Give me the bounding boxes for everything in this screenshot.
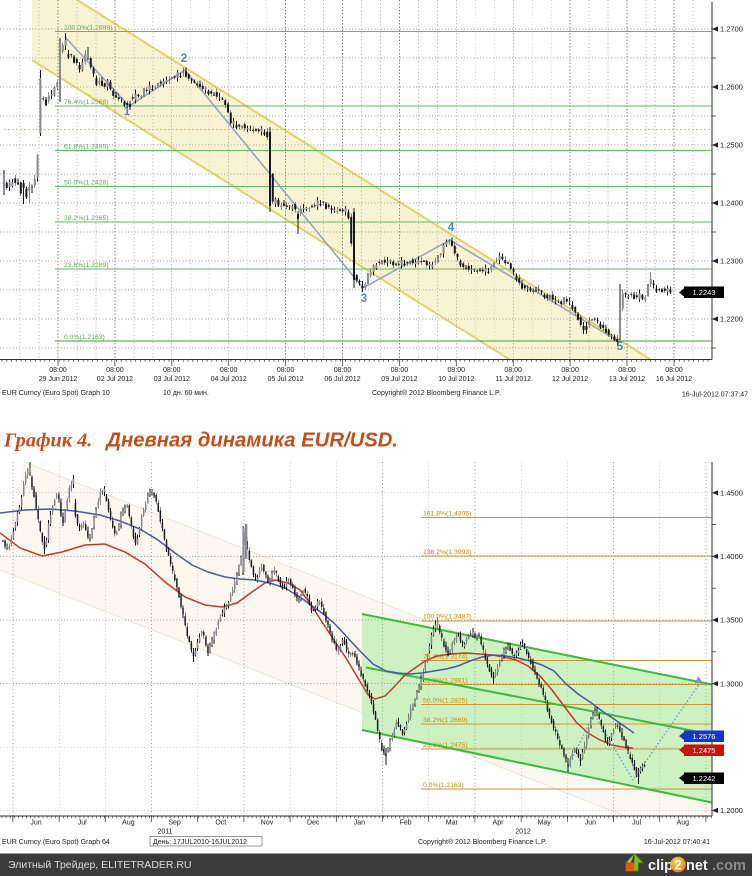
svg-text:08:00: 08:00 xyxy=(277,367,295,374)
svg-text:23.6%(1.2475): 23.6%(1.2475) xyxy=(423,742,468,749)
svg-text:Jul: Jul xyxy=(78,820,87,827)
svg-text:16-Jul-2012 07:40:41: 16-Jul-2012 07:40:41 xyxy=(644,839,710,846)
svg-text:08:00: 08:00 xyxy=(391,367,409,374)
svg-text:29 Jun 2012: 29 Jun 2012 xyxy=(39,376,78,383)
svg-text:161.8%(1.4305): 161.8%(1.4305) xyxy=(423,510,471,517)
svg-text:08:00: 08:00 xyxy=(334,367,352,374)
svg-text:05 Jul 2012: 05 Jul 2012 xyxy=(267,376,303,383)
svg-text:06 Jul 2012: 06 Jul 2012 xyxy=(324,376,360,383)
svg-text:.com: .com xyxy=(712,858,746,874)
svg-text:08:00: 08:00 xyxy=(561,367,579,374)
svg-text:13 Jul 2012: 13 Jul 2012 xyxy=(609,376,645,383)
svg-text:2012: 2012 xyxy=(515,829,531,836)
svg-text:50.0%(1.2825): 50.0%(1.2825) xyxy=(423,697,468,704)
svg-text:2: 2 xyxy=(181,53,187,65)
svg-text:EUR Curncy (Euro Spot) Graph 6: EUR Curncy (Euro Spot) Graph 64 xyxy=(2,839,110,846)
svg-text:1.3500: 1.3500 xyxy=(720,616,743,625)
svg-text:76.4%(1.3174): 76.4%(1.3174) xyxy=(423,653,468,660)
svg-text:1.4500: 1.4500 xyxy=(720,489,743,498)
svg-text:Copyright® 2012 Bloomberg Fina: Copyright® 2012 Bloomberg Finance L.P. xyxy=(418,838,547,846)
svg-text:38.2%(1.2669): 38.2%(1.2669) xyxy=(423,717,468,724)
svg-text:61.8%(1.2981): 61.8%(1.2981) xyxy=(423,677,468,684)
svg-text:EUR Curncy (Euro Spot) Graph 1: EUR Curncy (Euro Spot) Graph 10 xyxy=(2,390,110,397)
svg-text:Apr: Apr xyxy=(493,820,505,827)
svg-text:23.6%(1.2289): 23.6%(1.2289) xyxy=(64,262,109,269)
svg-text:5: 5 xyxy=(617,341,624,353)
svg-text:08:00: 08:00 xyxy=(504,367,522,374)
svg-text:03 Jul 2012: 03 Jul 2012 xyxy=(154,376,190,383)
svg-text:Jun: Jun xyxy=(30,820,41,827)
svg-text:2: 2 xyxy=(674,858,682,873)
svg-text:Mar: Mar xyxy=(446,820,459,827)
svg-text:0.0%(1.2163): 0.0%(1.2163) xyxy=(64,334,105,341)
svg-text:12 Jul 2012: 12 Jul 2012 xyxy=(552,376,588,383)
svg-text:02 Jul 2012: 02 Jul 2012 xyxy=(97,376,133,383)
svg-text:1.2500: 1.2500 xyxy=(720,141,743,150)
svg-text:1.2700: 1.2700 xyxy=(720,25,743,34)
svg-text:1.2000: 1.2000 xyxy=(720,806,743,815)
svg-text:May: May xyxy=(538,820,552,827)
svg-text:08:00: 08:00 xyxy=(163,367,181,374)
svg-text:net: net xyxy=(686,858,708,874)
svg-text:100.0%(1.2699): 100.0%(1.2699) xyxy=(64,24,112,31)
svg-text:1.2600: 1.2600 xyxy=(720,83,743,92)
svg-text:Jan: Jan xyxy=(354,820,365,827)
svg-text:Oct: Oct xyxy=(215,820,226,827)
svg-text:138.2%(1.3993): 138.2%(1.3993) xyxy=(423,549,471,556)
svg-text:08:00: 08:00 xyxy=(618,367,636,374)
svg-text:1.2200: 1.2200 xyxy=(720,315,743,324)
svg-text:Sep: Sep xyxy=(168,820,181,827)
svg-text:08:00: 08:00 xyxy=(665,367,683,374)
svg-text:4: 4 xyxy=(448,222,455,234)
svg-text:1.2475: 1.2475 xyxy=(693,746,716,755)
svg-text:1.2243: 1.2243 xyxy=(693,288,716,297)
svg-text:08:00: 08:00 xyxy=(106,367,124,374)
svg-text:04 Jul 2012: 04 Jul 2012 xyxy=(211,376,247,383)
svg-text:1.4000: 1.4000 xyxy=(720,552,743,561)
svg-text:0.0%(1.2163): 0.0%(1.2163) xyxy=(423,782,464,789)
svg-text:3: 3 xyxy=(361,293,367,305)
svg-text:1: 1 xyxy=(124,106,131,118)
svg-text:clip: clip xyxy=(648,858,673,874)
svg-text:Jun: Jun xyxy=(585,820,596,827)
svg-text:1.2400: 1.2400 xyxy=(720,199,743,208)
svg-text:1.2576: 1.2576 xyxy=(693,732,716,741)
svg-text:38.2%(1.2365): 38.2%(1.2365) xyxy=(64,215,109,222)
svg-text:10 Jul 2012: 10 Jul 2012 xyxy=(438,376,474,383)
svg-text:Aug: Aug xyxy=(677,820,690,827)
svg-text:Jul: Jul xyxy=(632,820,641,827)
svg-text:09 Jul 2012: 09 Jul 2012 xyxy=(381,376,417,383)
svg-text:08:00: 08:00 xyxy=(220,367,238,374)
svg-text:11 Jul 2012: 11 Jul 2012 xyxy=(495,376,531,383)
svg-text:Aug: Aug xyxy=(122,820,135,827)
svg-text:Dec: Dec xyxy=(307,820,320,827)
svg-text:1.2242: 1.2242 xyxy=(693,774,716,783)
svg-text:16 Jul 2012: 16 Jul 2012 xyxy=(656,376,692,383)
svg-text:Nov: Nov xyxy=(261,820,274,827)
svg-text:16-Jul-2012 07:37:47: 16-Jul-2012 07:37:47 xyxy=(682,392,748,399)
svg-text:Feb: Feb xyxy=(400,820,412,827)
svg-text:Copyright® 2012 Bloomberg Fina: Copyright® 2012 Bloomberg Finance L.P. xyxy=(372,389,501,397)
svg-text:2011: 2011 xyxy=(157,829,172,836)
svg-text:График 4.Дневная динамика EUR/: График 4. Дневная динамика EUR/USD. xyxy=(3,430,398,452)
svg-text:76.4%(1.2568): 76.4%(1.2568) xyxy=(64,99,109,106)
svg-text:08:00: 08:00 xyxy=(448,367,466,374)
svg-text:61.8%(1.2495): 61.8%(1.2495) xyxy=(64,143,109,150)
svg-text:День: 17JUL2010-16JUL2012: День: 17JUL2010-16JUL2012 xyxy=(153,839,247,846)
svg-text:10 дн. 60 мин.: 10 дн. 60 мин. xyxy=(163,390,209,397)
svg-text:1.3000: 1.3000 xyxy=(720,679,743,688)
svg-text:100.0%(1.3487): 100.0%(1.3487) xyxy=(423,614,471,621)
svg-text:50.0%(1.2428): 50.0%(1.2428) xyxy=(64,179,109,186)
svg-text:1.2300: 1.2300 xyxy=(720,257,743,266)
svg-text:08:00: 08:00 xyxy=(49,367,67,374)
svg-text:Элитный Трейдер, ELITETRADER.R: Элитный Трейдер, ELITETRADER.RU xyxy=(8,859,192,871)
